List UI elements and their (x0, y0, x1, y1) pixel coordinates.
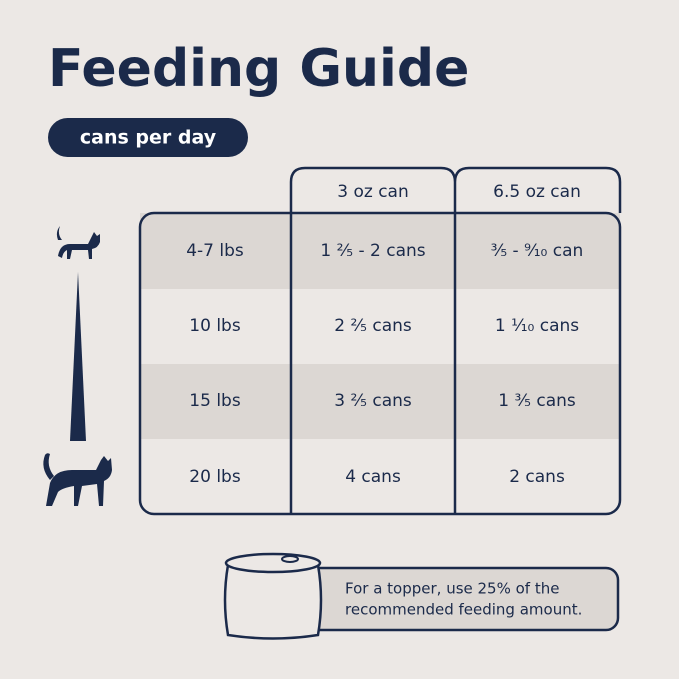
table-cell: 1 ³⁄₅ cans (498, 391, 576, 411)
table-cell: 2 ²⁄₅ cans (334, 316, 412, 336)
row-label: 20 lbs (189, 467, 241, 487)
table-cell: 1 ¹⁄₁₀ cans (495, 316, 579, 336)
table-cell: 1 ²⁄₅ - 2 cans (320, 241, 425, 261)
table-cell: 3 ²⁄₅ cans (334, 391, 412, 411)
can-lid (224, 552, 322, 574)
badge-text: cans per day (80, 127, 217, 149)
size-wedge (70, 272, 86, 441)
row-label: 10 lbs (189, 316, 241, 336)
row-label: 15 lbs (189, 391, 241, 411)
column-header: 6.5 oz can (493, 182, 581, 202)
can-tab (281, 555, 299, 563)
table-border (138, 211, 622, 516)
row-shade (140, 213, 620, 289)
badge (48, 118, 248, 157)
note-box (288, 566, 620, 632)
row-shade (140, 364, 620, 439)
note-line: For a topper, use 25% of the (345, 580, 559, 598)
title: Feeding Guide (48, 39, 469, 99)
table-cell: 2 cans (509, 467, 565, 487)
large-cat-icon (43, 453, 113, 506)
note-line: recommended feeding amount. (345, 601, 582, 619)
table (138, 166, 622, 516)
table-cell: ³⁄₅ - ⁹⁄₁₀ can (491, 241, 584, 261)
table-cell: 4 cans (345, 467, 401, 487)
small-cat-icon (56, 226, 100, 259)
row-label: 4-7 lbs (186, 241, 244, 261)
column-tabs (289, 166, 622, 213)
column-header: 3 oz can (337, 182, 409, 202)
can-body (223, 564, 323, 640)
